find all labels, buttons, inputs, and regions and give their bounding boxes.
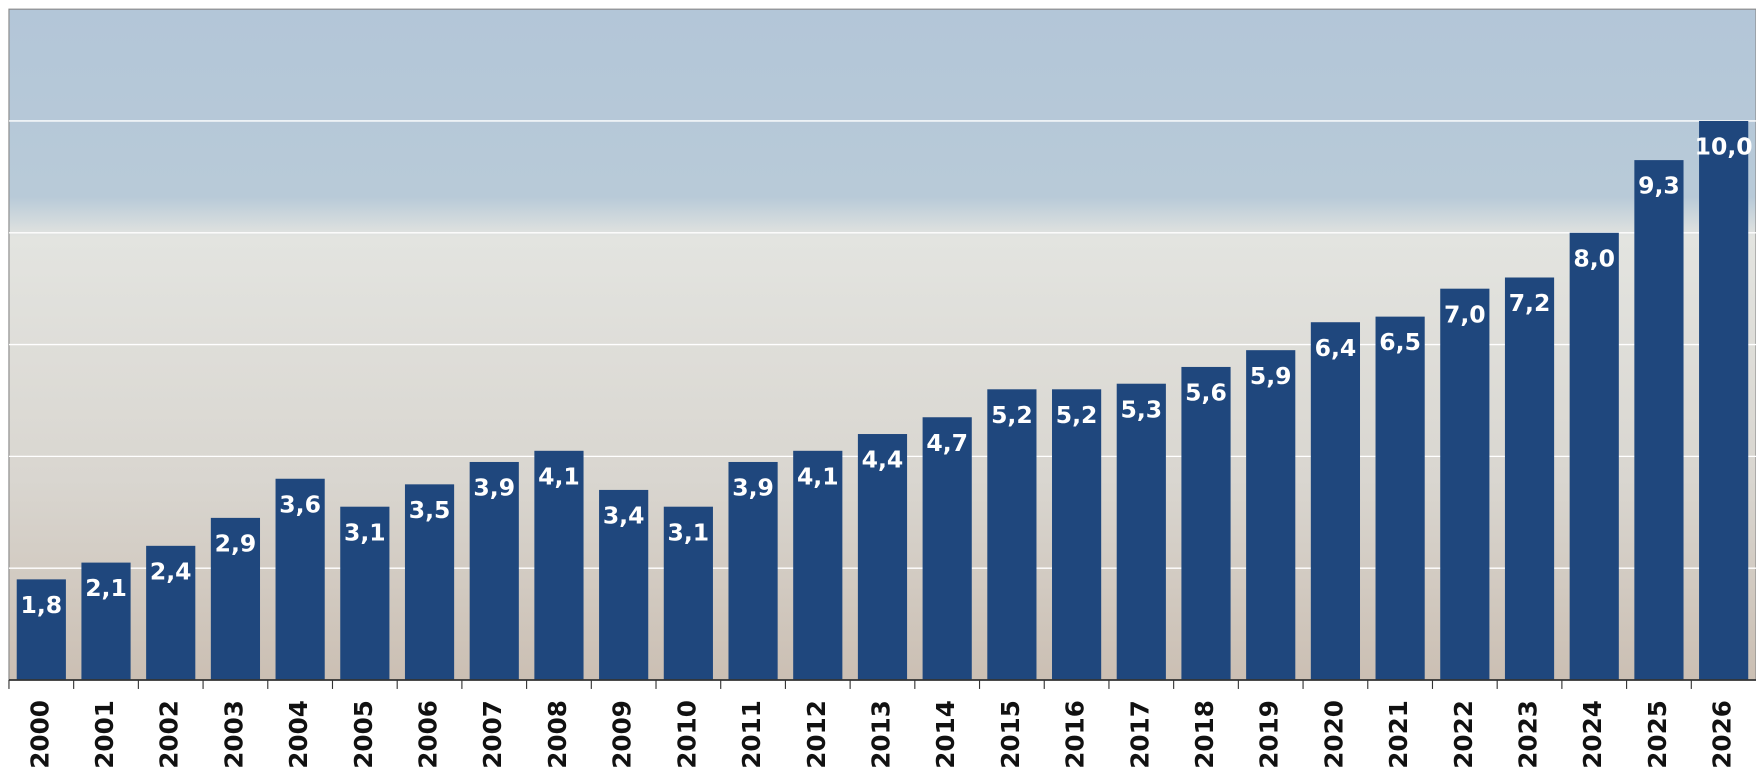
value-label: 7,2 (1509, 289, 1551, 317)
value-label: 3,1 (344, 518, 386, 546)
value-label: 5,3 (1120, 395, 1162, 423)
x-tick-label: 2008 (543, 700, 572, 769)
value-label: 5,2 (1056, 401, 1098, 429)
value-label: 2,1 (85, 574, 127, 602)
x-tick-label: 2002 (155, 700, 184, 769)
bar (1634, 160, 1683, 680)
x-tick-label: 2007 (478, 700, 507, 769)
x-tick-label: 2001 (90, 700, 119, 769)
value-label: 3,5 (409, 496, 451, 524)
x-tick-label: 2020 (1319, 700, 1348, 769)
value-label: 1,8 (20, 591, 62, 619)
value-label: 6,5 (1379, 328, 1421, 356)
bar (1505, 278, 1554, 680)
x-tick-label: 2005 (349, 700, 378, 769)
x-tick-label: 2023 (1514, 700, 1543, 769)
x-tick-label: 2009 (608, 700, 637, 769)
x-tick-label: 2004 (284, 700, 313, 769)
bar (1570, 233, 1619, 680)
value-label: 6,4 (1315, 334, 1357, 362)
x-tick-label: 2006 (414, 700, 443, 769)
x-tick-label: 2012 (802, 700, 831, 769)
value-label: 5,2 (991, 401, 1033, 429)
x-tick-label: 2000 (25, 700, 54, 769)
x-tick-label: 2010 (672, 700, 701, 769)
value-label: 4,7 (926, 429, 968, 457)
x-tick-label: 2024 (1578, 700, 1607, 769)
bar (1311, 322, 1360, 680)
bar (1181, 367, 1230, 680)
bar (1117, 384, 1166, 680)
bar (987, 389, 1036, 680)
bar (1376, 317, 1425, 680)
chart: 1,8 2,1 2,4 2,9 3,6 3,1 3,5 3,9 4,1 3,4 3,1 3,9 4,1 4… (0, 0, 1756, 781)
value-label: 5,9 (1250, 362, 1292, 390)
value-label: 4,1 (797, 462, 839, 490)
value-label: 2,4 (150, 557, 192, 585)
value-label: 9,3 (1638, 172, 1680, 200)
bar (1699, 121, 1748, 680)
x-tick-label: 2015 (996, 700, 1025, 769)
value-label: 4,1 (538, 462, 580, 490)
x-tick-label: 2013 (866, 700, 895, 769)
x-tick-label: 2019 (1255, 700, 1284, 769)
value-label: 3,9 (732, 474, 774, 502)
bar (1052, 389, 1101, 680)
x-tick-label: 2026 (1708, 700, 1737, 769)
value-label: 7,0 (1444, 300, 1486, 328)
x-tick-label: 2003 (219, 700, 248, 769)
value-label: 4,4 (862, 446, 904, 474)
bar (1440, 289, 1489, 680)
bar (1246, 350, 1295, 680)
x-tick-label: 2011 (737, 700, 766, 769)
value-label: 8,0 (1573, 244, 1615, 272)
x-tick-label: 2016 (1061, 700, 1090, 769)
value-label: 3,9 (473, 474, 515, 502)
x-tick-label: 2021 (1384, 700, 1413, 769)
x-tick-label: 2025 (1643, 700, 1672, 769)
x-tick-label: 2018 (1190, 700, 1219, 769)
x-tick-label: 2022 (1449, 700, 1478, 769)
value-label: 10,0 (1695, 133, 1753, 161)
value-label: 3,1 (668, 518, 710, 546)
value-label: 2,9 (215, 529, 257, 557)
x-tick-label: 2014 (931, 700, 960, 769)
value-label: 5,6 (1185, 379, 1227, 407)
value-label: 3,4 (603, 502, 645, 530)
x-tick-label: 2017 (1125, 700, 1154, 769)
page: 1,8 2,1 2,4 2,9 3,6 3,1 3,5 3,9 4,1 3,4 3,1 3,9 4,1 4… (0, 0, 1756, 781)
value-label: 3,6 (279, 490, 321, 518)
